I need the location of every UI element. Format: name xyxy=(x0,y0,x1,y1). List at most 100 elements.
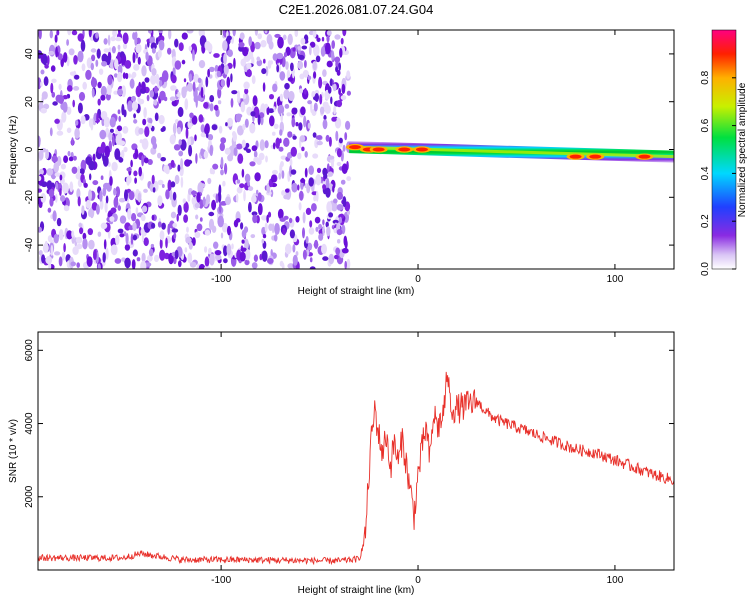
noise-speckle xyxy=(107,74,113,86)
noise-speckle xyxy=(209,95,215,103)
noise-speckle xyxy=(97,81,102,89)
noise-speckle xyxy=(88,209,92,217)
noise-speckle xyxy=(70,261,76,267)
noise-speckle xyxy=(334,254,339,260)
noise-speckle xyxy=(90,77,98,88)
noise-speckle xyxy=(66,39,69,46)
noise-speckle xyxy=(332,219,339,224)
noise-speckle xyxy=(125,232,129,245)
noise-speckle xyxy=(88,30,92,38)
noise-speckle xyxy=(115,186,121,198)
noise-speckle xyxy=(122,125,129,134)
noise-speckle xyxy=(79,227,84,235)
snr-panel: -100 0 100 2000 4000 6000 Height of straight … xyxy=(8,331,675,596)
peak-core xyxy=(638,154,651,159)
noise-speckle xyxy=(307,122,311,129)
noise-speckle xyxy=(102,187,107,197)
noise-speckle xyxy=(90,121,94,131)
noise-speckle xyxy=(71,137,74,146)
noise-speckle xyxy=(336,100,343,108)
x-tick-label: 0 xyxy=(415,575,421,586)
noise-speckle xyxy=(223,245,228,257)
noise-speckle xyxy=(308,45,312,56)
noise-speckle xyxy=(116,125,123,132)
noise-speckle xyxy=(260,40,267,48)
noise-speckle xyxy=(104,145,111,158)
noise-speckle xyxy=(304,87,307,95)
noise-speckle xyxy=(130,233,134,246)
noise-speckle xyxy=(130,159,133,168)
noise-speckle xyxy=(222,40,228,52)
noise-speckle xyxy=(294,30,299,37)
noise-speckle xyxy=(71,230,75,238)
colorbar-tick-label: 0.0 xyxy=(700,262,711,276)
noise-speckle xyxy=(303,115,307,128)
noise-speckle xyxy=(117,88,123,96)
noise-speckle xyxy=(66,56,70,67)
noise-speckle xyxy=(291,117,296,128)
noise-speckle xyxy=(112,135,115,147)
noise-speckle xyxy=(208,247,212,255)
noise-speckle xyxy=(213,241,219,249)
noise-speckle xyxy=(312,132,317,138)
noise-speckle xyxy=(115,234,120,246)
noise-speckle xyxy=(40,69,45,75)
noise-speckle xyxy=(61,251,65,261)
noise-speckle xyxy=(195,214,199,220)
noise-speckle xyxy=(135,43,142,54)
noise-speckle xyxy=(280,155,287,160)
noise-speckle xyxy=(250,234,256,239)
noise-speckle xyxy=(67,30,72,36)
noise-speckle xyxy=(171,74,177,84)
noise-speckle xyxy=(257,33,263,40)
spectrogram-panel: -100 0 100 -40 -20 0 20 40 Height of straight l… xyxy=(8,29,675,297)
noise-speckle xyxy=(82,238,88,250)
noise-speckle xyxy=(76,188,81,199)
noise-speckle xyxy=(184,98,189,111)
noise-speckle xyxy=(261,68,267,75)
noise-speckle xyxy=(231,243,234,250)
noise-speckle xyxy=(99,129,107,140)
noise-speckle xyxy=(56,130,64,136)
noise-speckle xyxy=(253,156,260,163)
noise-speckle xyxy=(183,214,189,223)
noise-speckle xyxy=(315,190,319,202)
noise-speckle xyxy=(54,172,61,177)
noise-speckle xyxy=(213,104,219,111)
noise-speckle xyxy=(207,68,211,78)
noise-speckle xyxy=(314,138,319,149)
noise-speckle xyxy=(102,252,106,263)
noise-speckle xyxy=(38,175,42,181)
noise-speckle xyxy=(302,249,307,260)
noise-speckle xyxy=(62,101,68,113)
noise-speckle xyxy=(121,150,125,159)
noise-speckle xyxy=(157,195,163,207)
noise-speckle xyxy=(328,253,335,265)
noise-speckle xyxy=(151,222,156,229)
noise-speckle xyxy=(86,256,93,267)
noise-speckle xyxy=(147,159,153,165)
noise-speckle xyxy=(105,247,109,260)
figure-title: C2E1.2026.081.07.24.G04 xyxy=(279,2,434,17)
noise-speckle xyxy=(100,94,106,101)
noise-speckle xyxy=(212,163,219,170)
noise-speckle xyxy=(242,123,246,131)
noise-speckle xyxy=(169,134,176,145)
noise-speckle xyxy=(298,122,303,131)
snr-line xyxy=(38,371,674,566)
noise-speckle xyxy=(97,146,104,154)
noise-speckle xyxy=(98,68,104,75)
noise-speckle xyxy=(148,117,153,125)
noise-speckle xyxy=(280,161,284,168)
noise-speckle xyxy=(307,100,312,105)
y-tick-label: 20 xyxy=(24,96,35,108)
noise-speckle xyxy=(247,180,251,187)
noise-speckle xyxy=(316,37,321,43)
noise-speckle xyxy=(338,137,343,144)
noise-speckle xyxy=(322,119,328,130)
noise-speckle xyxy=(41,254,46,264)
noise-speckle xyxy=(281,262,285,269)
noise-speckle xyxy=(287,263,295,269)
noise-speckle xyxy=(186,82,194,92)
noise-speckle xyxy=(341,83,346,94)
